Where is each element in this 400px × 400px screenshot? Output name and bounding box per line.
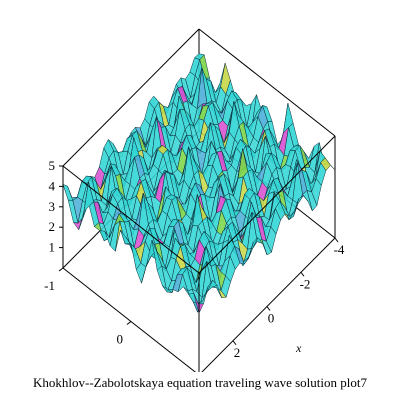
y-tick-mark <box>126 321 132 325</box>
y-tick-mark <box>58 267 64 272</box>
box-edge <box>62 165 200 274</box>
box-edge <box>62 28 200 167</box>
z-tick-label: 5 <box>49 158 56 173</box>
surface-patch <box>193 293 204 314</box>
x-tick-label: -4 <box>334 242 345 257</box>
figure-caption: Khokhlov--Zabolotskaya equation travelin… <box>33 375 367 390</box>
y-axis-ticks: -1 0 <box>44 267 132 347</box>
x-tick-mark <box>334 237 339 243</box>
x-tick-mark <box>300 271 305 277</box>
box-edge <box>198 135 336 274</box>
z-tick-label: 3 <box>49 199 56 214</box>
x-tick-label: 2 <box>234 345 241 360</box>
x-axis-label: x <box>295 341 302 355</box>
box-edge <box>198 28 336 137</box>
plot-box-front <box>62 28 336 372</box>
x-tick-mark <box>266 306 271 311</box>
y-tick-label: -1 <box>44 278 55 293</box>
x-tick-label: 0 <box>268 311 275 326</box>
x-tick-mark <box>232 340 237 346</box>
x-axis-ticks: 420-2-4 <box>232 237 345 360</box>
surface-patch <box>62 183 74 201</box>
y-tick-label: 0 <box>117 332 124 347</box>
z-tick-label: 4 <box>49 178 56 193</box>
surface-plot: 1 2 3 4 5 -1 0 4 2 0 -2 -4 x <box>44 28 345 372</box>
z-axis-ticks: 1 2 3 4 5 <box>49 158 63 255</box>
z-tick-label: 2 <box>49 219 56 234</box>
z-tick-label: 1 <box>49 240 56 255</box>
x-tick-label: -2 <box>300 276 311 291</box>
surface-mesh <box>62 53 336 314</box>
